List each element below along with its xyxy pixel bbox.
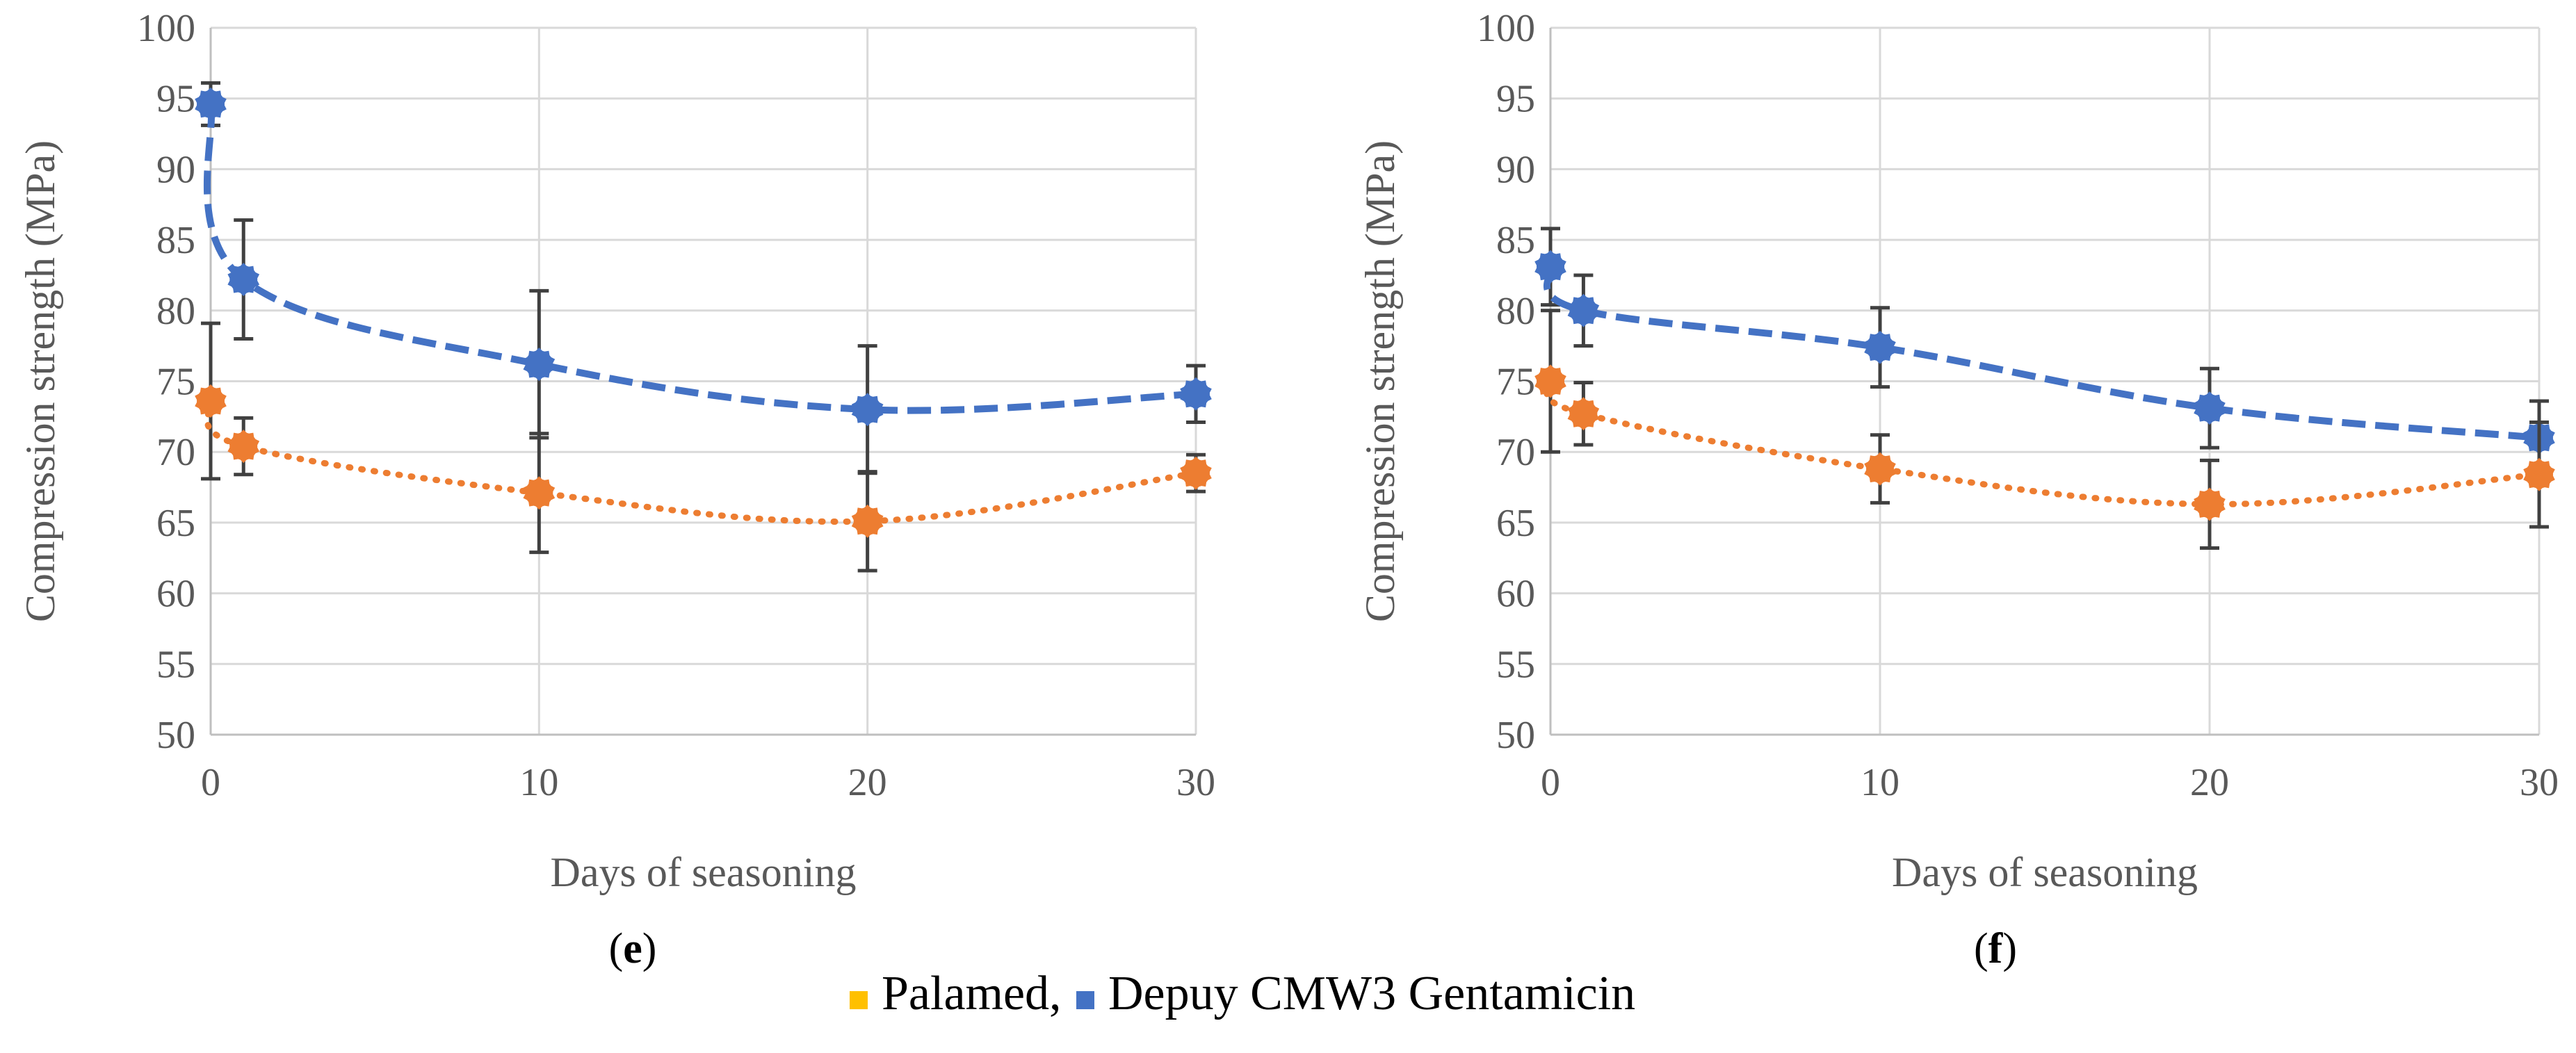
- panel-e-series-depuy-cmw3-gentamicin-point: [851, 393, 884, 427]
- panel-f-series-palamed-point: [1567, 397, 1600, 431]
- panel-f-series-depuy-cmw3-gentamicin-line: [1544, 264, 2540, 441]
- panel-f-xtick-label: 0: [1541, 761, 1560, 804]
- panel-e-series-palamed-point: [1180, 456, 1212, 490]
- panel-f-ytick-label: 100: [1477, 7, 1535, 50]
- legend: Palamed, Depuy CMW3 Gentamicin: [850, 967, 1635, 1020]
- panel-e-series-palamed-point: [523, 476, 556, 510]
- panel-f-ytick-label: 65: [1496, 502, 1535, 545]
- panel-f-series-palamed-point: [2523, 457, 2555, 491]
- panel-f-ytick-label: 80: [1496, 290, 1535, 333]
- panel-e-ytick-label: 85: [156, 219, 195, 262]
- panel-e-series-depuy-cmw3-gentamicin-point: [227, 263, 260, 297]
- panel-f-ytick-label: 60: [1496, 573, 1535, 616]
- panel-f-series-depuy-cmw3-gentamicin-point: [2194, 391, 2226, 425]
- panel-e-series-palamed-line: [204, 398, 1199, 525]
- panel-f-ytick-label: 90: [1496, 148, 1535, 191]
- panel-e-ytick-label: 80: [156, 290, 195, 333]
- panel-f-ytick-label: 95: [1496, 78, 1535, 121]
- panel-f-series-palamed-point: [1864, 452, 1896, 486]
- panel-e-ytick-label: 55: [156, 643, 195, 686]
- panel-e-ytick-label: 65: [156, 502, 195, 545]
- panel-e-series-depuy-cmw3-gentamicin-point: [523, 348, 556, 382]
- panel-e-series-depuy-cmw3-gentamicin-point: [195, 87, 227, 121]
- panel-e-ytick-label: 60: [156, 573, 195, 616]
- legend-label-depuy: Depuy CMW3 Gentamicin: [1108, 967, 1635, 1020]
- panel-e-series-palamed-point: [227, 430, 260, 464]
- panel-e-xtick-label: 0: [201, 761, 220, 804]
- panel-e-xtick-label: 10: [519, 761, 558, 804]
- panel-e-x-axis-title: Days of seasoning: [551, 849, 857, 895]
- legend-label-palamed: Palamed,: [882, 967, 1062, 1020]
- panel-f-series-depuy-cmw3-gentamicin-point: [1534, 250, 1566, 284]
- panel-f-series-palamed-point: [1534, 364, 1566, 398]
- panel-f-series-palamed-point: [2194, 487, 2226, 521]
- panel-f-ytick-label: 55: [1496, 643, 1535, 686]
- panel-f-series-palamed-line: [1544, 378, 2543, 507]
- panel-e-ytick-label: 50: [156, 714, 195, 757]
- panel-f-ytick-label: 70: [1496, 431, 1535, 474]
- chart-panel-f: 50 55 60 65 70 75 80 85 90 95 100 0 10 20 30 Days of se…: [1357, 7, 2559, 972]
- panel-e-ytick-label: 100: [137, 7, 195, 50]
- panel-e-series-palamed-point: [851, 504, 884, 538]
- panel-e-xtick-label: 20: [848, 761, 887, 804]
- panel-f-series-depuy-cmw3-gentamicin-point: [1567, 293, 1600, 327]
- panel-f-x-axis-title: Days of seasoning: [1892, 849, 2198, 895]
- panel-f-xtick-label: 30: [2520, 761, 2559, 804]
- panel-e-series-depuy-cmw3-gentamicin-point: [1180, 377, 1212, 411]
- panel-f-series-depuy-cmw3-gentamicin-point: [1864, 330, 1896, 364]
- panel-f-xtick-label: 20: [2190, 761, 2229, 804]
- panel-e-ytick-label: 75: [156, 361, 195, 404]
- panel-f-y-axis-title: Compression strength (MPa): [1357, 140, 1403, 622]
- panel-f-ytick-label: 75: [1496, 361, 1535, 404]
- panel-e-series-palamed-point: [195, 384, 227, 418]
- panel-f-ytick-label: 85: [1496, 219, 1535, 262]
- panel-e-ytick-label: 95: [156, 78, 195, 121]
- panel-f-label: (f): [1974, 925, 2017, 972]
- legend-swatch-depuy: [1076, 991, 1094, 1009]
- panel-e-y-axis-title: Compression strength (MPa): [17, 140, 63, 622]
- panel-e-ytick-label: 90: [156, 148, 195, 191]
- panel-e-series-depuy-cmw3-gentamicin-line: [203, 103, 1197, 414]
- chart-panel-e: 50 55 60 65 70 75 80 85 90 95 100 0 10 20 30 Days of se…: [17, 7, 1215, 972]
- panel-e-xtick-label: 30: [1176, 761, 1215, 804]
- panel-e-label: (e): [609, 925, 657, 972]
- panel-f-ytick-label: 50: [1496, 714, 1535, 757]
- panel-e-ytick-label: 70: [156, 431, 195, 474]
- legend-swatch-palamed: [850, 991, 868, 1009]
- panel-f-xtick-label: 10: [1861, 761, 1899, 804]
